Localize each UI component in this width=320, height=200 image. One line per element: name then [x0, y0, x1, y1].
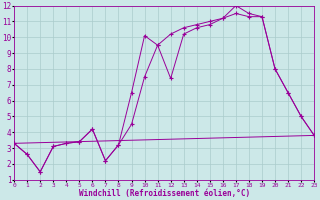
X-axis label: Windchill (Refroidissement éolien,°C): Windchill (Refroidissement éolien,°C)	[79, 189, 250, 198]
